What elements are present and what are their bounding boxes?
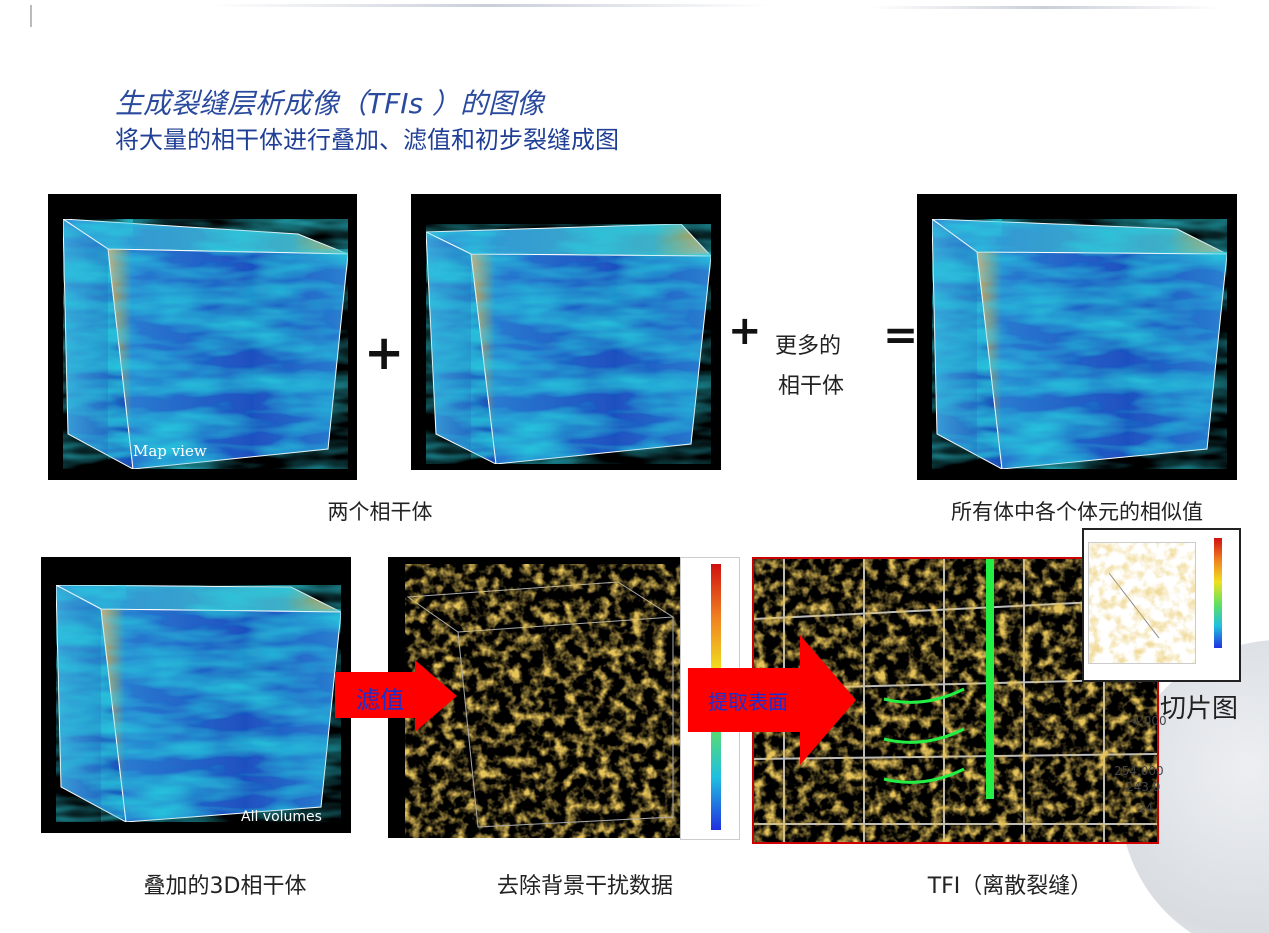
coherence-volume-2 (411, 194, 721, 470)
map-view-label: Map view (133, 442, 207, 460)
plus-sign: + (364, 325, 405, 381)
caption-tfi: TFI（离散裂缝） (927, 874, 1093, 899)
slide-subtitle: 将大量的相干体进行叠加、滤值和初步裂缝成图 (115, 126, 619, 154)
caption-stacked: 叠加的3D相干体 (143, 874, 307, 899)
filtered-volume (388, 557, 680, 838)
caption-filtered: 去除背景干扰数据 (496, 874, 674, 899)
decor-line (870, 6, 1220, 9)
caption-two-volumes: 两个相干体 (327, 500, 433, 524)
caption-similarity: 所有体中各个体元的相似值 (951, 500, 1203, 524)
axis-label: 254,000 (1114, 764, 1164, 778)
slice-map-plot (1088, 542, 1196, 664)
slide-title: 生成裂缝层析成像（TFIs ）的图像 (115, 87, 544, 120)
slice-map-inset (1082, 528, 1241, 682)
slice-label: 切片图 (1160, 694, 1239, 724)
filter-arrow-head (415, 660, 457, 732)
decor-bar (30, 5, 32, 27)
all-volumes-label: All volumes (241, 809, 322, 825)
extract-arrow-label: 提取表面 (708, 690, 788, 714)
filter-arrow-shaft (335, 672, 415, 718)
axis-label: 243,0 (1126, 780, 1161, 794)
slice-color-bar (1214, 538, 1222, 648)
extract-arrow-shaft (688, 668, 800, 732)
axis-label: 24 (1138, 801, 1154, 815)
equals-sign: = (883, 310, 919, 359)
combined-volume (917, 194, 1237, 480)
extract-arrow-head (800, 635, 856, 765)
more-volumes-line2: 相干体 (778, 374, 845, 399)
plus-sign: + (728, 308, 762, 354)
axis-label: -4,000 (1128, 714, 1167, 728)
decor-line (210, 4, 770, 7)
stacked-3d-volume: All volumes (41, 557, 351, 833)
more-volumes-line1: 更多的 (775, 334, 842, 359)
coherence-volume-1: Map view (48, 194, 357, 480)
filter-arrow-label: 滤值 (356, 686, 404, 714)
